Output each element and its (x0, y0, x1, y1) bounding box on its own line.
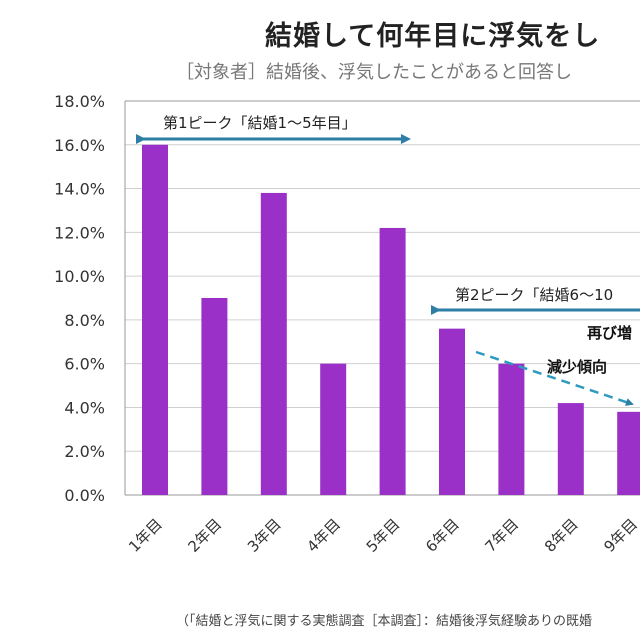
y-tick-label: 10.0% (54, 267, 105, 286)
chart-title: 結婚して何年目に浮気をし (265, 21, 601, 52)
bar-1年目 (142, 144, 168, 495)
source-footnote: （「結婚と浮気に関する実態調査［本調査］：結婚後浮気経験ありの既婚 (176, 614, 593, 629)
peak1-annotation: 第1ピーク「結婚1～5年目」 (163, 114, 357, 132)
bar-4年目 (320, 363, 347, 495)
bar-2年目 (201, 298, 228, 495)
y-tick-label: 2.0% (64, 442, 105, 461)
x-tick-label: 1年目 (125, 515, 166, 556)
x-tick-label: 3年目 (244, 515, 285, 556)
y-tick-label: 18.0% (54, 92, 105, 111)
y-tick-label: 6.0% (64, 355, 105, 374)
y-tick-label: 4.0% (64, 398, 105, 417)
x-tick-label: 4年目 (303, 515, 344, 556)
bar-9年目 (617, 411, 640, 495)
x-tick-label: 2年目 (185, 515, 226, 556)
increase-annotation: 再び増 (587, 324, 632, 342)
y-tick-label: 0.0% (64, 486, 105, 505)
decrease-trend-arrow (475, 350, 634, 406)
bar-3年目 (260, 192, 287, 495)
y-tick-label: 12.0% (54, 223, 105, 242)
chart-subtitle: ［対象者］結婚後、浮気したことがあると回答し (176, 62, 572, 83)
y-tick-label: 8.0% (64, 311, 105, 330)
x-tick-label: 5年目 (363, 515, 404, 556)
decrease-annotation: 減少傾向 (547, 358, 607, 376)
x-tick-label: 6年目 (422, 515, 463, 556)
x-tick-label: 9年目 (600, 515, 640, 556)
y-tick-label: 14.0% (54, 180, 105, 199)
bar-7年目 (498, 363, 525, 495)
bar-8年目 (557, 403, 584, 495)
x-tick-label: 8年目 (541, 515, 582, 556)
peak2-annotation: 第2ピーク「結婚6～10 (455, 286, 613, 304)
bar-5年目 (379, 227, 406, 495)
bar-6年目 (439, 328, 465, 495)
x-tick-label: 7年目 (482, 515, 523, 556)
y-tick-label: 16.0% (54, 136, 105, 155)
